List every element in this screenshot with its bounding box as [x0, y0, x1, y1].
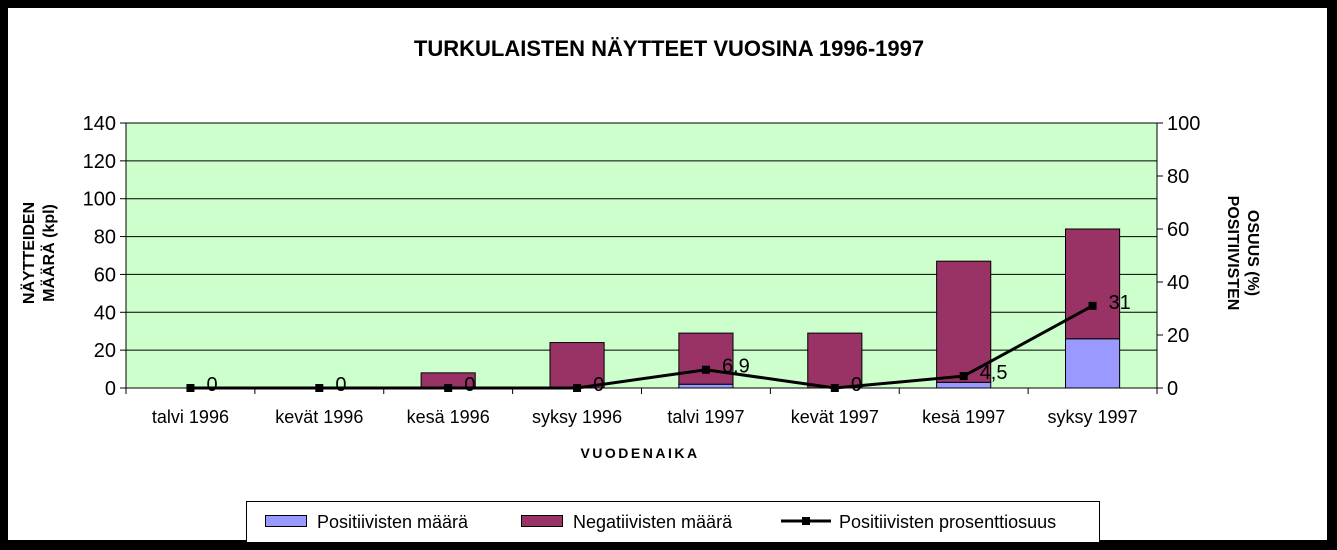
- left-tick-label: 120: [83, 151, 116, 173]
- bar-negative: [549, 342, 605, 389]
- chart-title: TURKULAISTEN NÄYTTEET VUOSINA 1996-1997: [414, 36, 924, 61]
- percentage-data-label: 0: [464, 374, 475, 396]
- left-tick-label: 40: [94, 302, 116, 324]
- percentage-data-label: 31: [1109, 292, 1131, 314]
- x-axis-label: VUODENAIKA: [580, 445, 699, 461]
- bar-group: [420, 228, 1121, 389]
- y2-axis-label-line2: OSUUS (%): [1244, 210, 1261, 296]
- bar-negative: [1064, 228, 1121, 340]
- legend: Positiivisten määrä Negatiivisten määrä …: [246, 501, 1100, 543]
- right-tick-label: 0: [1167, 378, 1178, 400]
- right-axis-ticks: 0 20 40 60 80 100: [1157, 113, 1200, 400]
- legend-label-negative: Negatiivisten määrä: [573, 512, 733, 532]
- right-tick-label: 60: [1167, 219, 1189, 241]
- percentage-point: [701, 365, 710, 374]
- legend-label-percentage: Positiivisten prosenttiosuus: [839, 512, 1057, 532]
- x-category-label: kesä 1997: [922, 407, 1005, 427]
- left-tick-label: 0: [105, 378, 116, 400]
- bar-positive: [678, 383, 734, 389]
- percentage-data-label: 0: [851, 374, 862, 396]
- left-tick-label: 20: [94, 340, 116, 362]
- y-axis-label-line2: MÄÄRÄ (kpl): [40, 204, 58, 302]
- x-category-label: syksy 1997: [1048, 407, 1138, 427]
- legend-label-positive: Positiivisten määrä: [317, 512, 469, 532]
- left-tick-label: 100: [83, 189, 116, 211]
- x-category-label: kevät 1997: [791, 407, 879, 427]
- percentage-data-label: 0: [335, 374, 346, 396]
- percentage-data-label: 4,5: [980, 362, 1008, 384]
- plot-area: [125, 122, 1158, 389]
- bar-negative: [678, 332, 734, 385]
- y-axis-label-line1: NÄYTTEIDEN: [20, 202, 38, 304]
- x-category-label: talvi 1996: [152, 407, 229, 427]
- x-category-label: kevät 1996: [275, 407, 363, 427]
- x-category-label: syksy 1996: [532, 407, 622, 427]
- chart-frame: TURKULAISTEN NÄYTTEET VUOSINA 1996-1997 …: [8, 8, 1327, 543]
- bar-negative: [936, 260, 992, 383]
- right-tick-label: 40: [1167, 272, 1189, 294]
- gridlines: [126, 122, 1157, 351]
- legend-swatch-positive: [265, 515, 307, 527]
- x-axis-categories: talvi 1996 kevät 1996 kesä 1996 syksy 1996 t…: [125, 388, 1158, 427]
- percentage-data-label: 0: [206, 374, 217, 396]
- chart-svg: TURKULAISTEN NÄYTTEET VUOSINA 1996-1997 …: [20, 36, 1261, 461]
- data-labels: 0 0 0 0 6,9 0 4,5 31: [206, 292, 1130, 396]
- left-tick-label: 60: [94, 264, 116, 286]
- bar-positive: [1064, 338, 1121, 389]
- x-category-label: talvi 1997: [667, 407, 744, 427]
- y2-axis-label-line1: POSITIIVISTEN: [1224, 196, 1241, 311]
- right-tick-label: 80: [1167, 166, 1189, 188]
- percentage-point: [1088, 301, 1097, 310]
- right-tick-label: 100: [1167, 113, 1200, 135]
- left-axis-ticks: 0 20 40 60 80 100 120 140: [83, 113, 126, 400]
- left-tick-label: 140: [83, 113, 116, 135]
- percentage-point: [959, 372, 968, 381]
- legend-line-marker: [781, 517, 831, 525]
- legend-swatch-negative: [521, 515, 563, 527]
- x-category-label: kesä 1996: [407, 407, 490, 427]
- percentage-data-label: 6,9: [722, 356, 750, 378]
- percentage-data-label: 0: [593, 374, 604, 396]
- left-tick-label: 80: [94, 227, 116, 249]
- right-tick-label: 20: [1167, 325, 1189, 347]
